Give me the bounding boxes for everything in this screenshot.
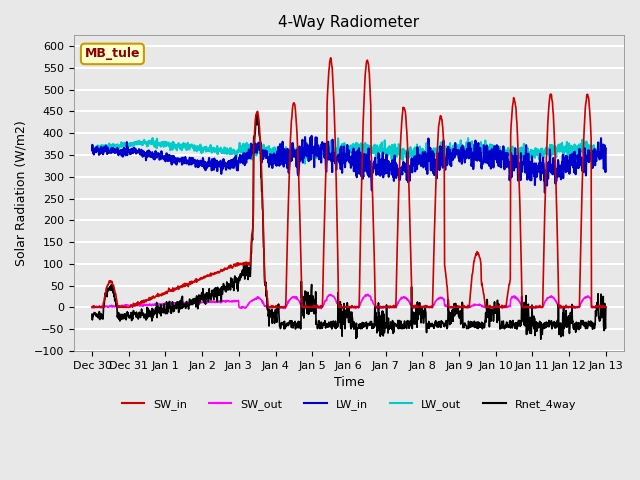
LW_in (602, 146, 610, 152)
LW_out (281, 161, 289, 167)
SW_in (506, 281, 513, 287)
SW_out (595, 304, 603, 310)
LW_in (541, 190, 548, 195)
SW_in (327, 55, 335, 60)
Rnet_4way (358, 326, 366, 332)
Line: LW_in: LW_in (92, 136, 606, 192)
LW_in (326, 155, 333, 160)
Text: MB_tule: MB_tule (84, 48, 140, 60)
SW_in (326, 60, 333, 65)
Rnet_4way (253, 110, 261, 116)
Rnet_4way (595, 315, 603, 321)
Y-axis label: Solar Radiation (W/m2): Solar Radiation (W/m2) (15, 120, 28, 266)
Rnet_4way (212, 290, 220, 296)
Line: LW_out: LW_out (92, 138, 606, 164)
Rnet_4way (266, 307, 273, 312)
LW_out (595, 140, 603, 145)
Rnet_4way (602, 304, 610, 310)
SW_in (88, 304, 96, 310)
Line: SW_out: SW_out (92, 294, 606, 309)
LW_out (358, 146, 366, 152)
SW_out (364, 291, 372, 297)
SW_in (358, 149, 366, 155)
SW_out (88, 305, 96, 311)
LW_in (595, 149, 603, 155)
Rnet_4way (537, 336, 545, 342)
Rnet_4way (326, 322, 333, 327)
SW_out (602, 304, 610, 310)
LW_out (602, 145, 610, 151)
LW_out (266, 151, 273, 156)
SW_in (595, 304, 603, 310)
LW_in (265, 164, 273, 170)
SW_out (212, 298, 220, 304)
SW_out (265, 305, 273, 311)
LW_out (213, 150, 221, 156)
SW_out (326, 292, 333, 298)
X-axis label: Time: Time (333, 376, 364, 389)
LW_out (506, 152, 513, 158)
LW_in (308, 133, 316, 139)
LW_in (212, 162, 220, 168)
Rnet_4way (88, 312, 96, 317)
SW_in (266, 304, 273, 310)
Title: 4-Way Radiometer: 4-Way Radiometer (278, 15, 419, 30)
SW_out (506, 303, 513, 309)
Line: SW_in: SW_in (92, 58, 606, 307)
SW_in (88, 304, 96, 310)
SW_in (213, 270, 221, 276)
Legend: SW_in, SW_out, LW_in, LW_out, Rnet_4way: SW_in, SW_out, LW_in, LW_out, Rnet_4way (117, 395, 580, 415)
SW_out (358, 298, 366, 303)
LW_out (148, 135, 156, 141)
LW_out (88, 145, 96, 151)
SW_in (602, 304, 610, 310)
Line: Rnet_4way: Rnet_4way (92, 113, 606, 339)
SW_out (317, 306, 325, 312)
Rnet_4way (506, 324, 513, 330)
LW_in (358, 158, 366, 164)
LW_out (326, 149, 334, 155)
LW_in (88, 147, 96, 153)
LW_in (506, 159, 513, 165)
